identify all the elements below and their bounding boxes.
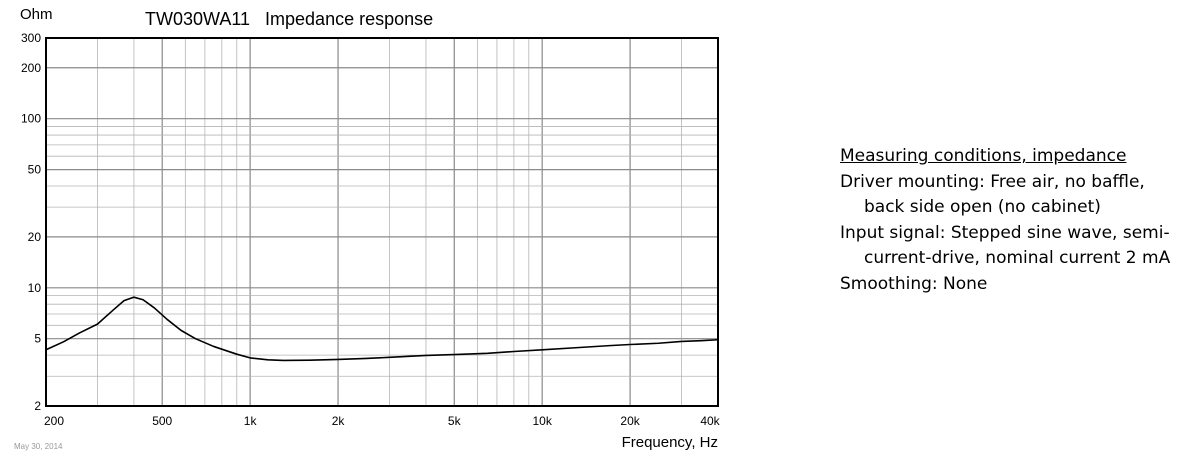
x-tick-label: 500 bbox=[152, 414, 172, 428]
y-tick-labels: 2 5 10 20 50 100 200 300 bbox=[21, 31, 41, 413]
notes-driver-mounting: Driver mounting: Free air, no baffle, bbox=[840, 171, 1145, 192]
x-tick-label: 200 bbox=[44, 414, 64, 428]
y-tick-label: 300 bbox=[21, 31, 41, 45]
y-tick-label: 50 bbox=[28, 163, 42, 177]
notes-input-signal-cont: current-drive, nominal current 2 mA bbox=[864, 248, 1171, 269]
y-tick-label: 20 bbox=[28, 230, 42, 244]
x-tick-label: 40k bbox=[700, 414, 720, 428]
x-tick-label: 20k bbox=[620, 414, 640, 428]
y-tick-label: 100 bbox=[21, 112, 41, 126]
x-tick-label: 10k bbox=[532, 414, 552, 428]
y-tick-label: 200 bbox=[21, 61, 41, 75]
curve-layer bbox=[45, 296, 719, 362]
x-tick-label: 5k bbox=[448, 414, 462, 428]
y-tick-label: 5 bbox=[34, 332, 41, 346]
x-axis-label: Frequency, Hz bbox=[622, 434, 718, 451]
plot-frame bbox=[45, 37, 719, 407]
notes-heading: Measuring conditions, impedance bbox=[840, 146, 1127, 166]
y-axis-unit-label: Ohm bbox=[20, 6, 53, 23]
notes-input-signal: Input signal: Stepped sine wave, semi- bbox=[840, 222, 1170, 243]
y-tick-label: 2 bbox=[34, 399, 41, 413]
y-tick-label: 10 bbox=[28, 281, 42, 295]
x-tick-label: 2k bbox=[332, 414, 346, 428]
date-stamp: May 30, 2014 bbox=[14, 442, 63, 451]
measuring-conditions: Measuring conditions, impedance Driver m… bbox=[840, 144, 1170, 298]
x-tick-labels: 200 500 1k 2k 5k 10k 20k 40k bbox=[44, 414, 721, 428]
chart-title: TW030WA11 Impedance response bbox=[145, 9, 433, 29]
grid bbox=[45, 37, 719, 407]
notes-smoothing: Smoothing: None bbox=[840, 273, 988, 294]
x-tick-label: 1k bbox=[244, 414, 258, 428]
impedance-curve bbox=[45, 296, 719, 362]
notes-driver-mounting-cont: back side open (no cabinet) bbox=[864, 197, 1101, 218]
